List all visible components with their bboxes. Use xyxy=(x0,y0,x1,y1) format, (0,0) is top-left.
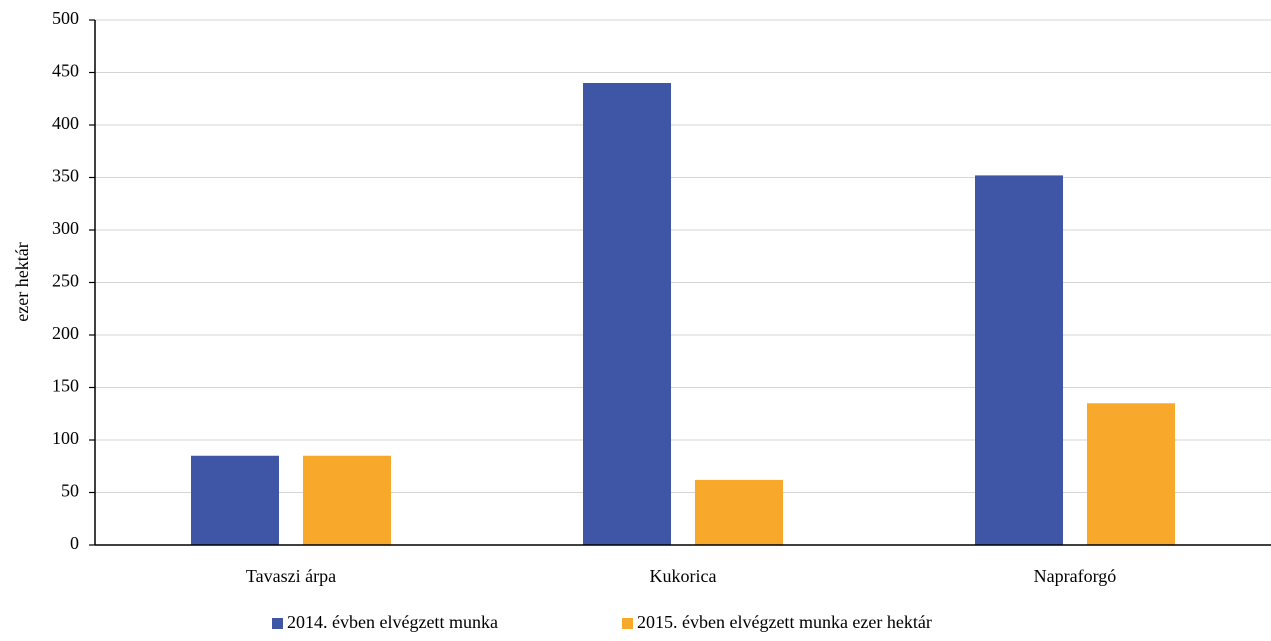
y-tick-labels: 0 50 100 150 200 250 300 350 400 450 500 xyxy=(52,8,79,553)
x-category-labels: Tavaszi árpa Kukorica Napraforgó xyxy=(246,566,1116,586)
y-tick-label: 200 xyxy=(52,323,79,343)
x-category-label: Napraforgó xyxy=(1034,566,1117,586)
gridlines xyxy=(89,19,1271,546)
y-tick-label: 400 xyxy=(52,113,79,133)
bar-series-2-2 xyxy=(1087,403,1175,545)
legend-label-1: 2014. évben elvégzett munka xyxy=(287,612,498,632)
x-category-label: Kukorica xyxy=(650,566,717,586)
legend-swatch-2 xyxy=(622,618,633,629)
bars xyxy=(191,83,1175,545)
bar-series-1-1 xyxy=(583,83,671,545)
y-tick-label: 450 xyxy=(52,61,79,81)
y-tick-label: 250 xyxy=(52,271,79,291)
bar-series-1-2 xyxy=(975,175,1063,545)
y-tick-label: 0 xyxy=(70,533,79,553)
y-tick-label: 350 xyxy=(52,166,79,186)
bar-series-2-1 xyxy=(695,479,783,545)
bar-series-1-0 xyxy=(191,455,279,545)
legend: 2014. évben elvégzett munka 2015. évben e… xyxy=(272,612,932,632)
y-axis-title: ezer hektár xyxy=(12,242,32,321)
y-tick-label: 150 xyxy=(52,376,79,396)
y-tick-label: 50 xyxy=(61,481,79,501)
legend-swatch-1 xyxy=(272,618,283,629)
bar-series-2-0 xyxy=(303,455,391,545)
legend-label-2: 2015. évben elvégzett munka ezer hektár xyxy=(637,612,932,632)
y-tick-label: 300 xyxy=(52,218,79,238)
axes xyxy=(94,20,1271,546)
x-category-label: Tavaszi árpa xyxy=(246,566,336,586)
y-tick-label: 100 xyxy=(52,428,79,448)
y-tick-label: 500 xyxy=(52,8,79,28)
